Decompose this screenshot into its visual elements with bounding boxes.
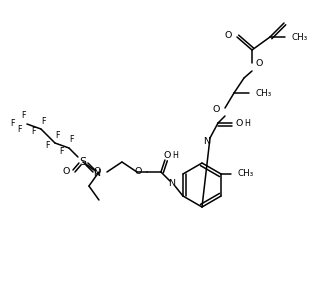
Text: F: F — [46, 141, 50, 150]
Text: CH₃: CH₃ — [255, 88, 271, 98]
Text: F: F — [42, 117, 46, 125]
Text: N: N — [204, 137, 210, 146]
Text: N: N — [93, 170, 100, 179]
Text: O: O — [135, 168, 142, 177]
Text: O: O — [163, 150, 171, 160]
Text: N: N — [168, 179, 175, 187]
Text: O: O — [235, 119, 243, 127]
Text: F: F — [70, 135, 74, 144]
Text: CH₃: CH₃ — [291, 34, 307, 42]
Text: O: O — [256, 59, 263, 69]
Text: CH₃: CH₃ — [237, 170, 253, 179]
Text: O: O — [225, 32, 232, 40]
Text: F: F — [11, 119, 15, 127]
Text: S: S — [79, 157, 86, 167]
Text: H: H — [172, 150, 178, 160]
Text: F: F — [56, 131, 60, 139]
Text: F: F — [32, 127, 36, 137]
Text: F: F — [18, 125, 22, 133]
Text: F: F — [60, 146, 64, 156]
Text: F: F — [22, 110, 26, 119]
Text: O: O — [93, 168, 101, 177]
Text: O: O — [213, 104, 220, 113]
Text: O: O — [62, 168, 70, 177]
Text: H: H — [244, 119, 250, 127]
